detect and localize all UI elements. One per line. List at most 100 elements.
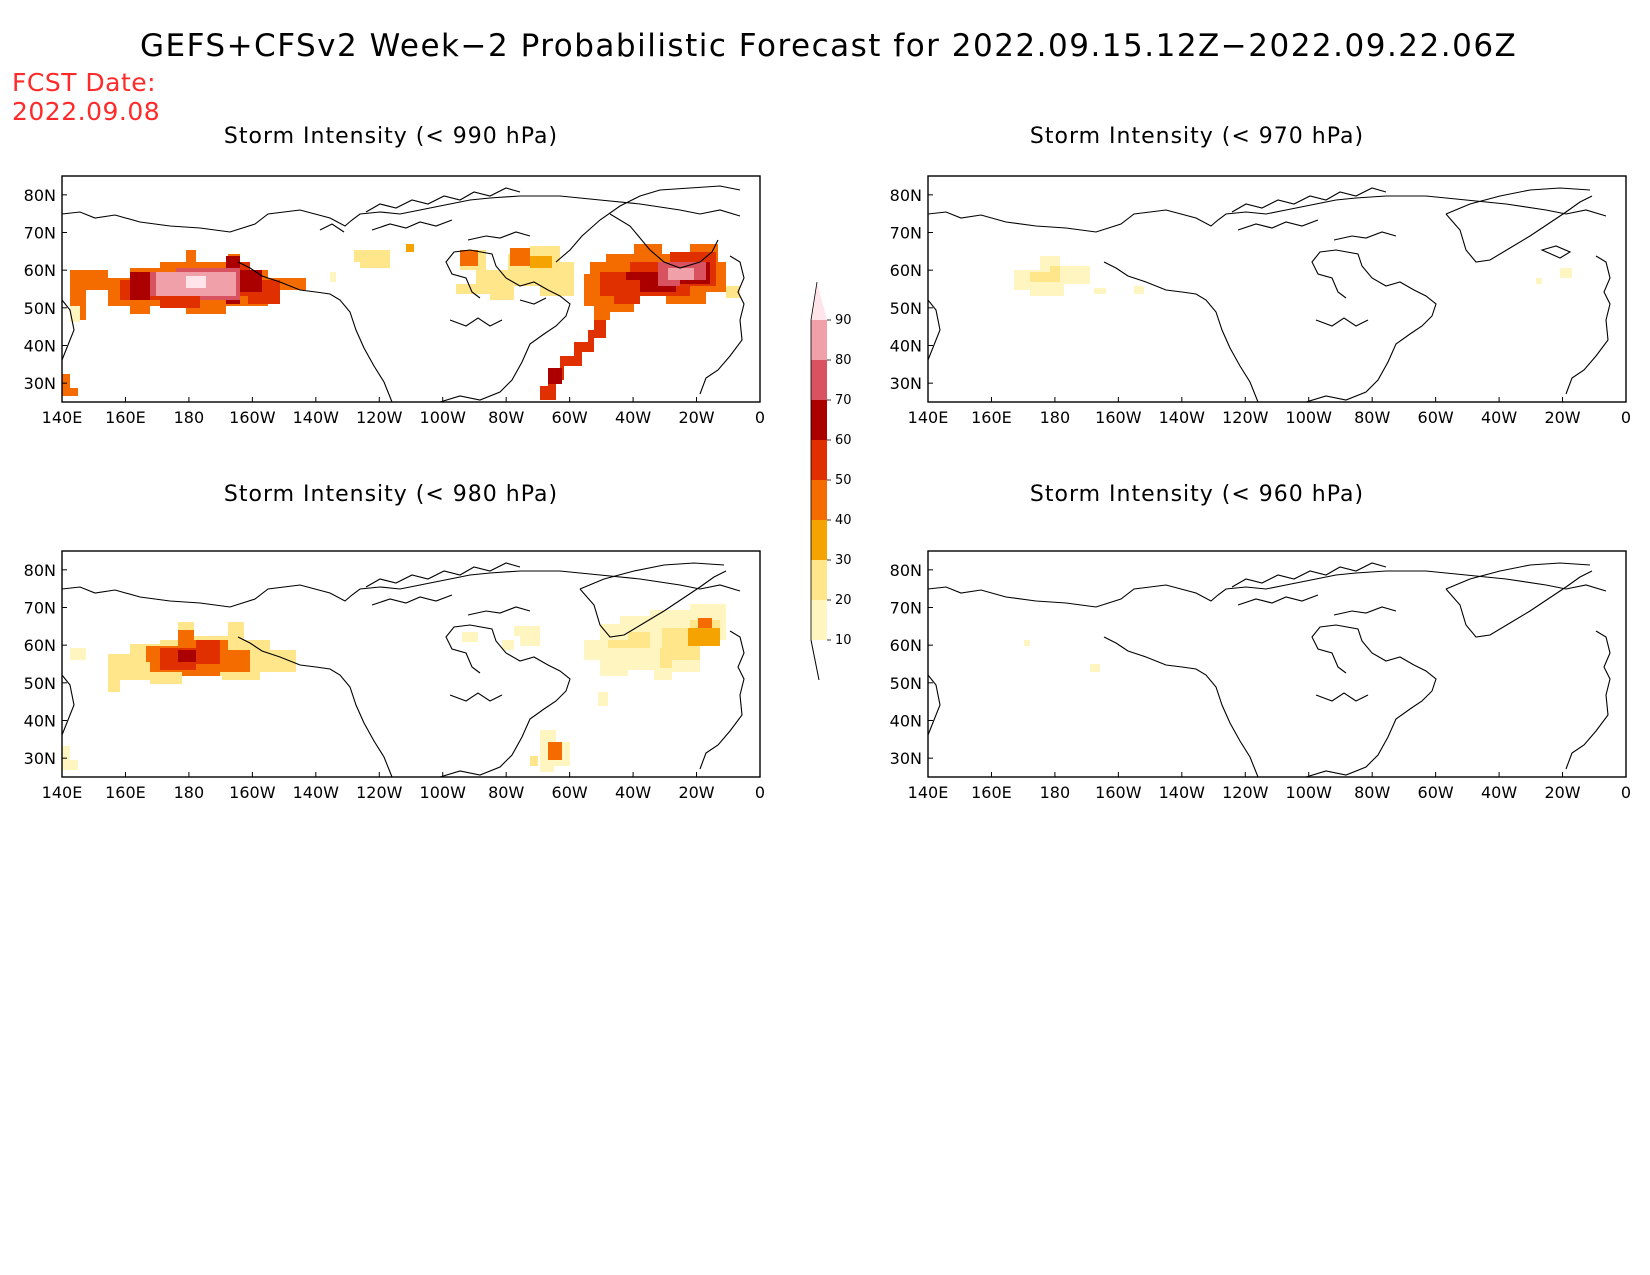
- lon-tick-label: 20W: [1544, 783, 1580, 802]
- panel-title-990: Storm Intensity (< 990 hPa): [223, 124, 559, 149]
- coastlines-970: [928, 187, 1611, 402]
- lon-tick-label: 20W: [1544, 408, 1580, 427]
- lat-tick-label: 80N: [24, 561, 56, 580]
- lon-tick-label: 80W: [488, 408, 524, 427]
- lon-tick-label: 160E: [971, 783, 1012, 802]
- lon-tick-label: 140E: [42, 408, 83, 427]
- lon-tick-label: 100W: [1286, 408, 1333, 427]
- lon-tick-label: 140E: [42, 783, 83, 802]
- main-title: GEFS+CFSv2 Week−2 Probabilistic Forecast…: [140, 28, 1518, 64]
- lon-tick-label: 140W: [1159, 408, 1206, 427]
- colorbar-outline: [810, 281, 818, 640]
- lon-tick-label: 160W: [1095, 783, 1142, 802]
- lon-tick-label: 60W: [552, 783, 588, 802]
- probability-fill-990: [62, 244, 740, 400]
- lon-tick-label: 0: [755, 783, 765, 802]
- lat-tick-label: 80N: [890, 186, 922, 205]
- colorbar: 10 20 30 40 50 60 70 80 90: [810, 281, 852, 681]
- lat-tick-label: 40N: [24, 337, 56, 356]
- lon-tick-label: 0: [755, 408, 765, 427]
- lon-tick-label: 140W: [293, 408, 340, 427]
- lat-tick-label: 70N: [890, 224, 922, 243]
- lat-tick-label: 80N: [24, 186, 56, 205]
- colorbar-segment: [811, 560, 827, 600]
- colorbar-segment: [811, 440, 827, 480]
- lat-tick-label: 50N: [24, 299, 56, 318]
- lon-tick-label: 40W: [1481, 408, 1517, 427]
- lon-tick-label: 140W: [293, 783, 340, 802]
- lon-tick-label: 180: [1040, 408, 1071, 427]
- lon-tick-label: 160W: [229, 408, 276, 427]
- lon-tick-label: 120W: [356, 408, 403, 427]
- lat-tick-label: 70N: [24, 599, 56, 618]
- lon-tick-label: 160E: [105, 783, 146, 802]
- lon-tick-label: 120W: [1222, 783, 1269, 802]
- lon-tick-label: 120W: [356, 783, 403, 802]
- lon-tick-label: 60W: [552, 408, 588, 427]
- forecast-date-label: FCST Date:: [12, 68, 157, 97]
- colorbar-top-arrow: [811, 282, 827, 320]
- lon-tick-label: 40W: [615, 783, 651, 802]
- colorbar-label: 50: [835, 473, 852, 488]
- lon-tick-label: 180: [174, 408, 205, 427]
- colorbar-label: 90: [835, 313, 852, 328]
- lat-tick-label: 40N: [24, 712, 56, 731]
- axes-970: 140E 160E 180 160W 140W 120W 100W 80W 60W 40W 20W 0…: [890, 186, 1631, 427]
- lon-tick-label: 140W: [1159, 783, 1206, 802]
- axes-layer: 140E 160E 180 160W 140W 120W 100W 80W 60W 40W 20W 0…: [24, 186, 1631, 802]
- map-panel-990: [61, 175, 761, 403]
- probability-fill-980: [62, 604, 726, 772]
- coastlines-960: [928, 562, 1611, 777]
- lon-tick-label: 20W: [678, 408, 714, 427]
- lon-tick-label: 160E: [971, 408, 1012, 427]
- colorbar-label: 60: [835, 433, 852, 448]
- lat-tick-label: 60N: [24, 261, 56, 280]
- map-panel-970: [927, 175, 1627, 403]
- lon-tick-label: 100W: [420, 408, 467, 427]
- lat-tick-label: 30N: [890, 749, 922, 768]
- panel-title-980: Storm Intensity (< 980 hPa): [223, 482, 559, 507]
- lat-tick-label: 80N: [890, 561, 922, 580]
- lat-tick-label: 70N: [890, 599, 922, 618]
- lon-tick-label: 60W: [1418, 783, 1454, 802]
- lon-tick-label: 140E: [908, 408, 949, 427]
- lat-tick-label: 40N: [890, 337, 922, 356]
- colorbar-segment: [811, 520, 827, 560]
- lon-tick-label: 40W: [615, 408, 651, 427]
- lon-tick-label: 160W: [229, 783, 276, 802]
- axes-990: 140E 160E 180 160W 140W 120W 100W 80W 60W 40W 20W 0…: [24, 186, 765, 427]
- coastlines-980: [62, 562, 745, 777]
- lon-tick-label: 40W: [1481, 783, 1517, 802]
- lon-tick-label: 80W: [1354, 783, 1390, 802]
- colorbar-label: 80: [835, 353, 852, 368]
- lat-tick-label: 30N: [890, 374, 922, 393]
- forecast-date: FCST Date: 2022.09.08: [12, 68, 160, 126]
- lat-tick-label: 50N: [890, 674, 922, 693]
- colorbar-segment: [811, 360, 827, 400]
- colorbar-segment: [811, 600, 827, 640]
- colorbar-segment: [811, 400, 827, 440]
- lat-tick-label: 50N: [890, 299, 922, 318]
- lon-tick-label: 160W: [1095, 408, 1142, 427]
- lat-tick-label: 30N: [24, 374, 56, 393]
- axes-960: 140E 160E 180 160W 140W 120W 100W 80W 60W 40W 20W 0…: [890, 561, 1631, 802]
- probability-fill-970: [1014, 256, 1572, 296]
- colorbar-label: 10: [835, 633, 852, 648]
- colorbar-label: 40: [835, 513, 852, 528]
- colorbar-label: 20: [835, 593, 852, 608]
- colorbar-label: 70: [835, 393, 852, 408]
- lon-tick-label: 0: [1621, 408, 1631, 427]
- map-panel-960: [927, 550, 1627, 778]
- map-panel-980: [61, 550, 761, 778]
- lat-tick-label: 30N: [24, 749, 56, 768]
- lon-tick-label: 160E: [105, 408, 146, 427]
- probability-fill-960: [1024, 640, 1100, 672]
- lon-tick-label: 100W: [420, 783, 467, 802]
- lon-tick-label: 120W: [1222, 408, 1269, 427]
- lat-tick-label: 60N: [890, 261, 922, 280]
- lat-tick-label: 60N: [24, 636, 56, 655]
- panel-title-970: Storm Intensity (< 970 hPa): [1029, 124, 1365, 149]
- lon-tick-label: 0: [1621, 783, 1631, 802]
- lon-tick-label: 20W: [678, 783, 714, 802]
